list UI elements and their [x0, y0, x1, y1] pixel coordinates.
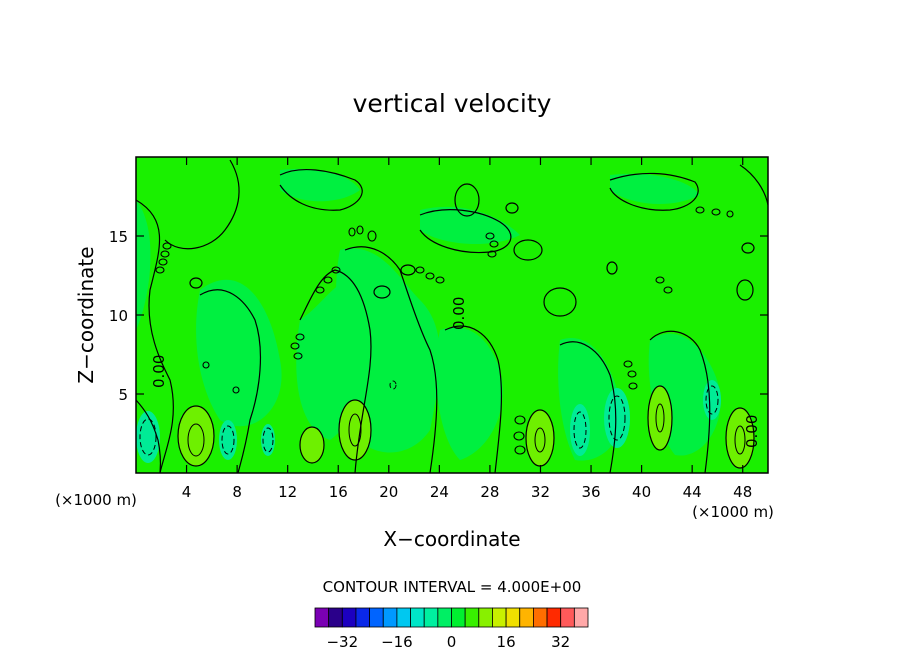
colorbar-cell	[492, 607, 507, 628]
colorbar-cell	[478, 607, 493, 628]
colorbar-tick-label: −32	[326, 633, 358, 651]
x-tick-label: 24	[430, 483, 449, 501]
contour-label: 0.00	[150, 355, 168, 388]
x-tick-label: 44	[683, 483, 702, 501]
y-tick-label: 15	[109, 228, 128, 246]
chart-title: vertical velocity	[353, 89, 552, 118]
x-axis-label: X−coordinate	[383, 527, 520, 551]
contour-label: 0.00	[743, 415, 761, 448]
y-tick-label: 5	[118, 386, 128, 404]
colorbar-tick-label: 0	[447, 633, 457, 651]
colorbar-cell	[314, 607, 330, 628]
y-tick-label: 10	[109, 307, 128, 325]
colorbar-cell	[560, 607, 575, 628]
x-tick-label: 40	[632, 483, 651, 501]
colorbar-cell	[341, 607, 357, 628]
x-tick-label: 16	[329, 483, 348, 501]
x-tick-label: 28	[480, 483, 499, 501]
colorbar-cell	[505, 607, 521, 628]
colorbar-tick-label: −16	[381, 633, 413, 651]
x-axis-ticks: 4 8 12 16 20 24 28 32 36 40 44 48	[182, 157, 752, 501]
x-tick-label: 32	[531, 483, 550, 501]
colorbar-cell	[437, 607, 452, 628]
colorbar-cell	[464, 607, 480, 628]
x-tick-label: 20	[379, 483, 398, 501]
x-tick-label: 4	[182, 483, 192, 501]
x-axis-unit-left: (×1000 m)	[55, 491, 137, 509]
colorbar-tick-label: 32	[551, 633, 570, 651]
colorbar-cell	[328, 607, 343, 628]
colorbar-cell	[382, 607, 398, 628]
colorbar-cell	[546, 607, 562, 628]
contour-lines	[135, 159, 769, 474]
contour-label: 0.00	[450, 297, 468, 330]
plot-area: 0.00 0.00 0.00	[135, 156, 769, 474]
colorbar-cell	[396, 607, 411, 628]
colorbar-cell	[533, 607, 548, 628]
x-tick-label: 8	[232, 483, 242, 501]
colorbar	[314, 607, 589, 628]
colorbar-tick-labels: −32 −16 0 16 32	[326, 633, 570, 651]
colorbar-cell	[573, 607, 589, 628]
y-axis-label: Z−coordinate	[74, 246, 98, 383]
x-tick-label: 48	[733, 483, 752, 501]
colorbar-cell	[369, 607, 384, 628]
colorbar-cell	[519, 607, 534, 628]
colorbar-cell	[410, 607, 425, 628]
small-contour-chains	[155, 206, 734, 455]
x-axis-unit-right: (×1000 m)	[692, 503, 774, 521]
y-axis-ticks: 5 10 15	[109, 228, 768, 404]
contour-interval-text: CONTOUR INTERVAL = 4.000E+00	[323, 578, 582, 596]
colorbar-tick-label: 16	[497, 633, 516, 651]
negative-contours	[139, 380, 719, 456]
colorbar-cell	[451, 607, 466, 628]
colorbar-cell	[355, 607, 371, 628]
inner-updraft-contours	[187, 403, 746, 457]
x-tick-label: 12	[278, 483, 297, 501]
contour-labels: 0.00 0.00 0.00	[150, 297, 761, 448]
x-tick-label: 36	[581, 483, 600, 501]
colorbar-cell	[423, 607, 439, 628]
